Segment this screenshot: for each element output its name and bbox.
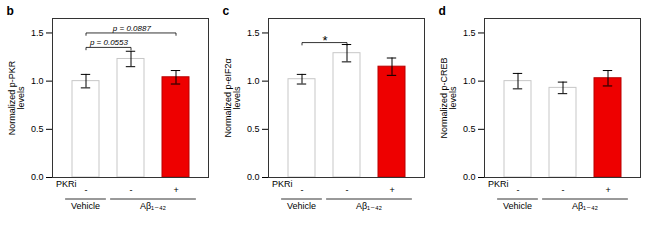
svg-text:Vehicle: Vehicle <box>71 201 100 211</box>
svg-text:+: + <box>605 185 610 195</box>
svg-text:0.5: 0.5 <box>31 124 44 134</box>
svg-text:-: - <box>301 185 304 195</box>
svg-text:Normalized p-eIF2αlevels: Normalized p-eIF2αlevels <box>223 58 242 137</box>
svg-text:0.5: 0.5 <box>463 124 476 134</box>
svg-text:d: d <box>439 4 446 18</box>
svg-text:PKRi: PKRi <box>488 179 509 189</box>
svg-text:0.0: 0.0 <box>247 172 260 182</box>
svg-text:-: - <box>517 185 520 195</box>
svg-text:+: + <box>389 185 394 195</box>
svg-text:-: - <box>562 185 565 195</box>
svg-text:*: * <box>322 33 327 48</box>
svg-text:Vehicle: Vehicle <box>503 201 532 211</box>
svg-text:1.5: 1.5 <box>463 28 476 38</box>
svg-text:-: - <box>130 185 133 195</box>
svg-text:Vehicle: Vehicle <box>287 201 316 211</box>
svg-text:1.0: 1.0 <box>31 76 44 86</box>
svg-text:c: c <box>223 4 230 18</box>
svg-text:Aβ₁₋₄₂: Aβ₁₋₄₂ <box>140 201 167 211</box>
svg-text:0.0: 0.0 <box>31 172 44 182</box>
svg-text:Aβ₁₋₄₂: Aβ₁₋₄₂ <box>572 201 599 211</box>
svg-text:1.5: 1.5 <box>31 28 44 38</box>
svg-text:PKRi: PKRi <box>56 179 77 189</box>
svg-text:p = 0.0553: p = 0.0553 <box>89 38 129 47</box>
svg-text:p = 0.0887: p = 0.0887 <box>112 24 152 33</box>
svg-text:-: - <box>346 185 349 195</box>
svg-text:b: b <box>7 4 14 18</box>
svg-text:1.0: 1.0 <box>463 76 476 86</box>
svg-text:Aβ₁₋₄₂: Aβ₁₋₄₂ <box>356 201 383 211</box>
svg-text:PKRi: PKRi <box>272 179 293 189</box>
svg-text:0.0: 0.0 <box>463 172 476 182</box>
svg-text:1.5: 1.5 <box>247 28 260 38</box>
svg-text:0.5: 0.5 <box>247 124 260 134</box>
svg-text:Normalized p-CREBlevels: Normalized p-CREBlevels <box>439 57 458 138</box>
svg-text:+: + <box>173 185 178 195</box>
svg-text:Normalized p-PKRlevels: Normalized p-PKRlevels <box>7 60 26 135</box>
svg-text:1.0: 1.0 <box>247 76 260 86</box>
svg-text:-: - <box>85 185 88 195</box>
